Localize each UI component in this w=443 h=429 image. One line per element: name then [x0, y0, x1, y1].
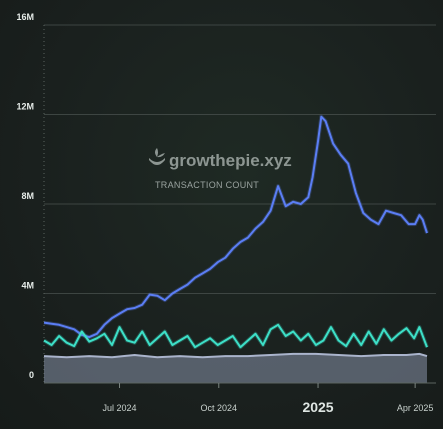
y-tick-label: 16M [16, 12, 34, 22]
series-line [43, 115, 428, 339]
grid-layer [43, 24, 436, 383]
y-tick-label: 4M [21, 281, 34, 291]
x-tick-label: Jul 2024 [103, 403, 137, 413]
series-area-fill [44, 353, 427, 383]
watermark-brand: growthepie.xyz [169, 151, 292, 170]
x-tick-label: Apr 2025 [397, 403, 434, 413]
y-tick-label: 8M [21, 191, 34, 201]
series-glow [43, 114, 429, 340]
watermark: growthepie.xyz TRANSACTION COUNT [149, 148, 292, 190]
x-tick-label: Oct 2024 [201, 403, 238, 413]
series-line [43, 352, 428, 359]
series-line [43, 323, 428, 349]
y-tick-label: 0 [29, 370, 34, 380]
watermark-subtitle: TRANSACTION COUNT [155, 180, 259, 190]
x-tick-label: 2025 [302, 399, 333, 415]
series-layer [42, 114, 429, 383]
growthepie-logo-icon [149, 148, 165, 165]
y-tick-label: 12M [16, 102, 34, 112]
axis-layer: 0 4M 8M 12M 16M Jul 2024 Oct 2024 2025 Apr 2025 [16, 12, 436, 415]
